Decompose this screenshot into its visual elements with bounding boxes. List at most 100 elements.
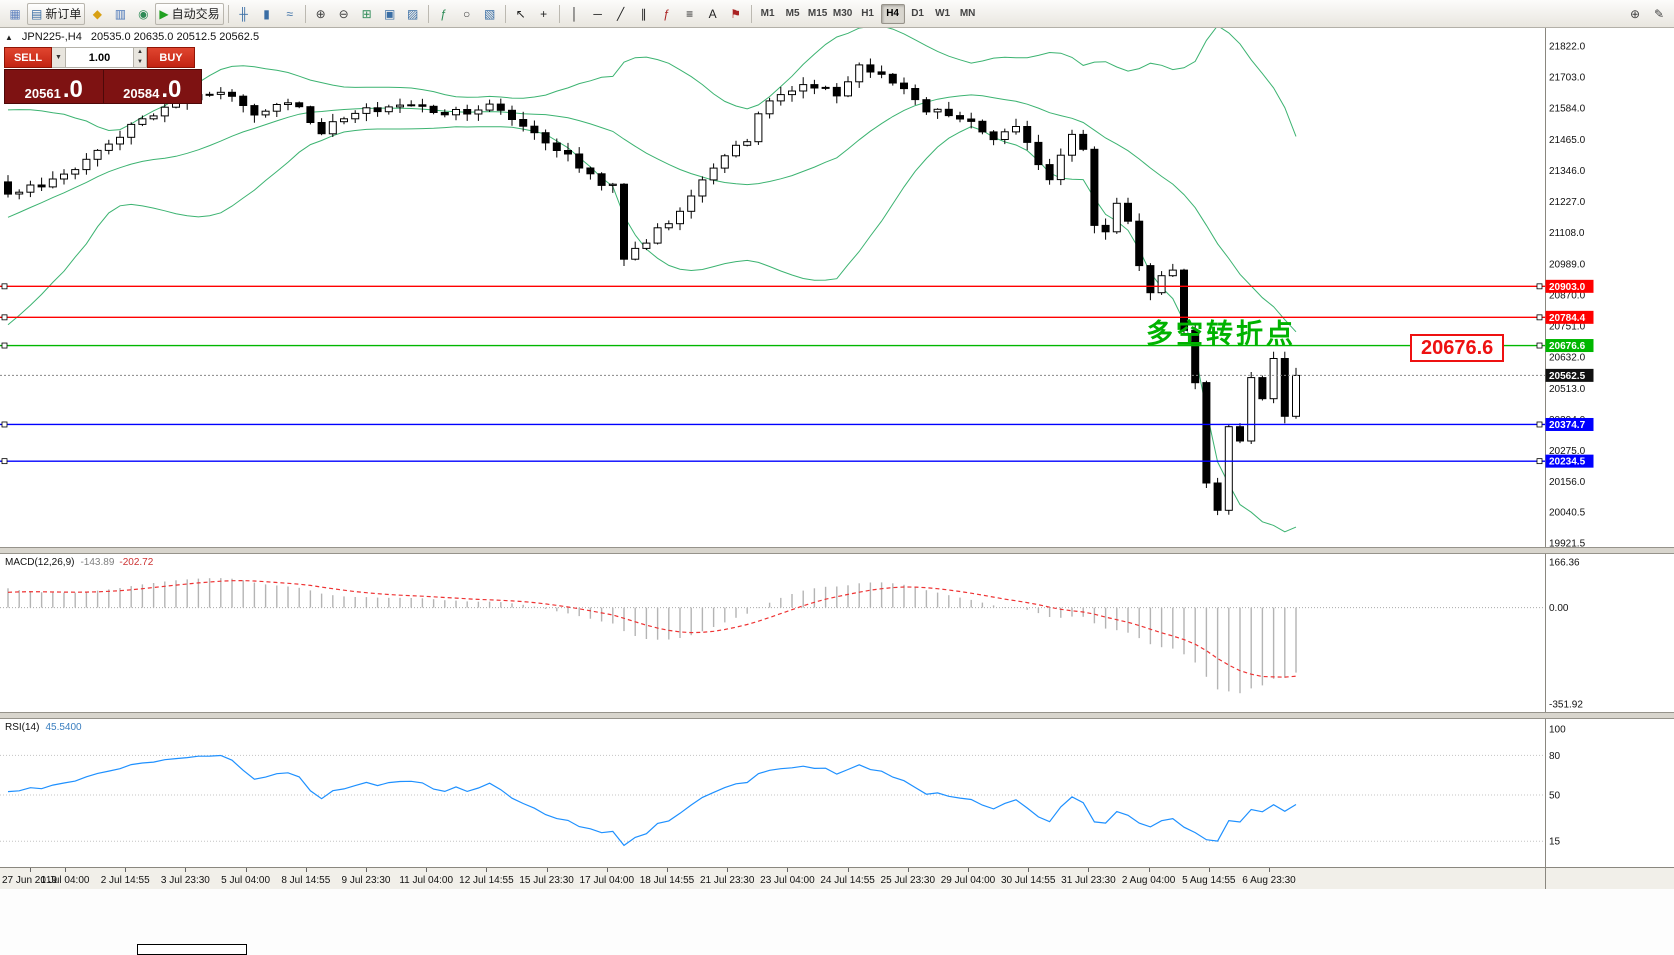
time-tick (606, 868, 608, 872)
horizontal-line[interactable] (0, 342, 1545, 349)
auto-trading-button[interactable]: ▶ 自动交易 (155, 2, 224, 25)
grid-icon[interactable]: ⊞ (356, 3, 378, 25)
line-handle[interactable] (1536, 458, 1543, 465)
buy-price-display[interactable]: 20584.0 (103, 70, 201, 103)
arrows-icon: ⚑ (730, 6, 741, 21)
shapes-icon[interactable]: ≡ (679, 3, 701, 25)
toolbar-separator (504, 4, 506, 23)
line-handle[interactable] (1, 421, 8, 428)
rsi-line (7, 754, 1297, 847)
price-tag-annotation[interactable]: 20676.6 (1410, 334, 1505, 362)
horizontal-line[interactable] (0, 283, 1545, 290)
shapes-icon: ≡ (686, 6, 694, 21)
turning-point-annotation[interactable]: 多空转折点 (1146, 319, 1296, 349)
macd-axis-label: -351.92 (1549, 700, 1583, 711)
market-watch-icon[interactable]: ▥ (109, 3, 131, 25)
channel-icon[interactable]: ∥ (633, 3, 655, 25)
arrows-icon[interactable]: ⚑ (725, 3, 747, 25)
line-chart-icon[interactable]: ≈ (279, 3, 301, 25)
periods-icon[interactable]: ○ (456, 3, 478, 25)
panel-separator[interactable] (0, 547, 1674, 554)
search-icon[interactable]: ⊕ (1624, 3, 1646, 25)
templates-icon[interactable]: ▧ (479, 3, 501, 25)
main-toolbar: ▦ ▤ 新订单 ◆ ▥ ◉ ▶ 自动交易 ╫ ▮ ≈ ⊕ ⊖ ⊞ ▣ ▨ ƒ ○ ▧ ↖ + │ ─ ╱ ∥ ƒ ≡ A ⚑ M1 M5 M1… (0, 0, 1674, 28)
cascade-windows-icon[interactable]: ▨ (402, 3, 424, 25)
bar-chart-icon: ╫ (239, 6, 248, 21)
search-icon: ⊕ (1629, 6, 1641, 21)
volume-dropdown-button[interactable]: ▼ (52, 47, 66, 68)
timeframe-m5[interactable]: M5 (785, 8, 800, 19)
svg-text:20374.7: 20374.7 (1549, 420, 1586, 431)
volume-increase-button[interactable]: ▲ (134, 48, 146, 58)
tile-windows-icon[interactable]: ▣ (379, 3, 401, 25)
text-label-icon[interactable]: A (702, 3, 724, 25)
line-handle[interactable] (1536, 314, 1543, 321)
line-handle[interactable] (1536, 283, 1543, 290)
bollinger-bands (7, 28, 1297, 533)
time-tick (486, 868, 488, 872)
line-handle[interactable] (1, 342, 8, 349)
timeframe-h1[interactable]: H1 (861, 8, 874, 19)
price-line-badge: 20374.7 (1545, 417, 1594, 431)
line-chart-icon: ≈ (286, 6, 293, 21)
quick-search-icon[interactable]: ✎ (1648, 3, 1670, 25)
time-tick (1269, 868, 1270, 872)
timeframe-mn[interactable]: MN (959, 8, 976, 19)
line-handle[interactable] (1, 314, 8, 321)
scrollbar-thumb[interactable] (137, 944, 247, 955)
time-tick (787, 868, 789, 872)
line-handle[interactable] (1, 458, 8, 465)
new-chart-icon[interactable]: ▦ (4, 3, 26, 25)
timeframe-m30[interactable]: M30 (832, 8, 853, 19)
refresh-icon[interactable]: ◉ (132, 3, 154, 25)
rsi-panel[interactable]: 100 80 50 15 (0, 719, 1674, 867)
sell-button[interactable]: SELL (4, 47, 52, 68)
toolbar-separator (427, 4, 429, 23)
time-tick (366, 868, 367, 872)
timeframe-h4[interactable]: H4 (880, 3, 905, 24)
horizontal-line[interactable] (0, 458, 1545, 465)
time-axis-label: 24 Jul 14:55 (820, 875, 875, 886)
panel-separator[interactable] (0, 712, 1674, 719)
volume-decrease-button[interactable]: ▼ (134, 57, 146, 67)
line-handle[interactable] (1, 283, 8, 290)
candlestick-chart-icon[interactable]: ▮ (256, 3, 278, 25)
time-tick (30, 868, 31, 872)
timeframe-m1[interactable]: M1 (760, 8, 775, 19)
zoom-out-icon[interactable]: ⊖ (333, 3, 355, 25)
sell-price-display[interactable]: 20561.0 (5, 70, 103, 103)
horizontal-line-icon[interactable]: ─ (587, 3, 609, 25)
profiles-icon[interactable]: ◆ (86, 3, 108, 25)
price-axis[interactable]: 21822.0 21703.0 21584.0 21465.0 21346.0 21227… (1549, 42, 1586, 548)
rsi-axis-label: 15 (1549, 837, 1561, 848)
time-axis[interactable]: 27 Jun 2019 1 Jul 04:00 2 Jul 14:55 3 Jul 2… (0, 867, 1674, 889)
fibonacci-icon[interactable]: ƒ (656, 3, 678, 25)
fibonacci-icon: ƒ (663, 6, 670, 21)
bar-chart-icon[interactable]: ╫ (233, 3, 255, 25)
time-axis-label: 5 Jul 04:00 (221, 875, 271, 886)
volume-input[interactable] (66, 47, 134, 68)
macd-panel[interactable]: 166.36 0.00 -351.92 (0, 554, 1674, 712)
one-click-collapse-icon[interactable]: ▲ (5, 32, 13, 42)
timeframe-m15[interactable]: M15 (807, 8, 828, 19)
rsi-value: 45.5400 (45, 722, 82, 733)
timeframe-w1[interactable]: W1 (935, 8, 951, 19)
time-axis-label: 5 Aug 14:55 (1182, 875, 1236, 886)
cursor-icon[interactable]: ↖ (510, 3, 532, 25)
new-order-button[interactable]: ▤ 新订单 (27, 2, 86, 25)
buy-button[interactable]: BUY (147, 47, 195, 68)
vertical-line-icon[interactable]: │ (564, 3, 586, 25)
trendline-icon[interactable]: ╱ (610, 3, 632, 25)
timeframe-d1[interactable]: D1 (911, 8, 924, 19)
crosshair-icon[interactable]: + (533, 3, 555, 25)
zoom-in-icon[interactable]: ⊕ (310, 3, 332, 25)
line-handle[interactable] (1536, 421, 1543, 428)
indicators-icon[interactable]: ƒ (433, 3, 455, 25)
horizontal-line[interactable] (0, 421, 1545, 428)
horizontal-line[interactable] (0, 314, 1545, 321)
toolbar-separator (558, 4, 560, 23)
price-chart[interactable]: 21822.0 21703.0 21584.0 21465.0 21346.0 21227… (0, 28, 1674, 547)
svg-text:20562.5: 20562.5 (1549, 371, 1586, 382)
grid-icon: ⊞ (361, 6, 372, 21)
line-handle[interactable] (1536, 342, 1543, 349)
